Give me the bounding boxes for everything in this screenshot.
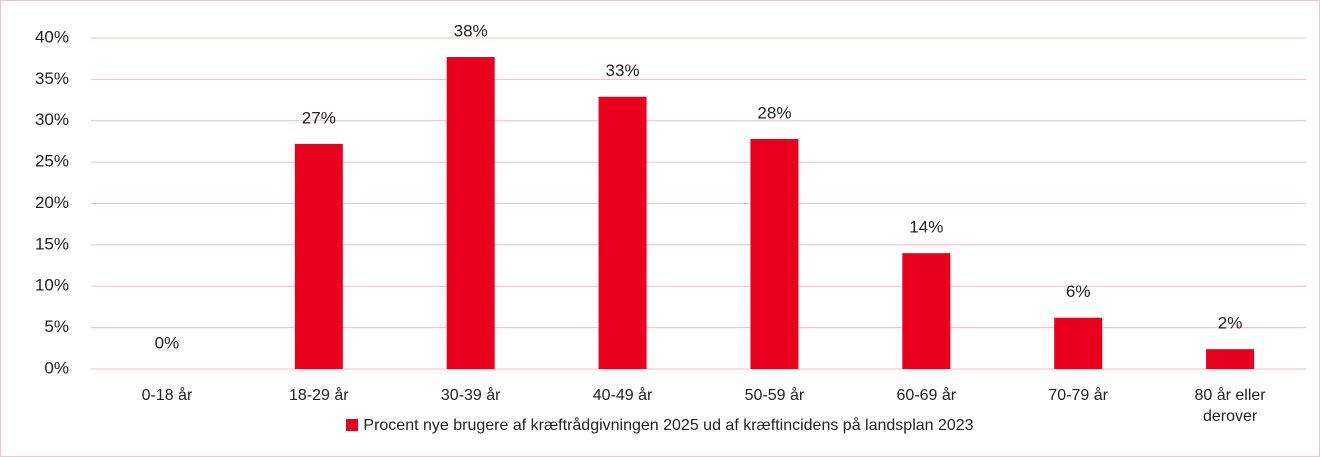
x-tick-label: 40-49 år (592, 387, 653, 404)
legend: Procent nye brugere af kræftrådgivningen… (1, 417, 1319, 435)
bar (1054, 317, 1103, 369)
y-tick-label: 10% (35, 276, 69, 295)
data-label: 14% (909, 218, 943, 237)
y-tick-label: 25% (35, 152, 69, 171)
bar (294, 143, 343, 369)
y-tick-label: 35% (35, 69, 69, 88)
bar (1206, 349, 1255, 369)
y-tick-label: 0% (44, 358, 69, 377)
data-label: 0% (155, 333, 180, 352)
x-tick-label: 0-18 år (141, 387, 193, 404)
data-label: 38% (454, 22, 488, 41)
x-tick-label: 18-29 år (289, 387, 349, 404)
data-label: 33% (606, 61, 640, 80)
data-label: 27% (302, 108, 336, 127)
x-tick-label: 60-69 år (896, 387, 957, 404)
legend-swatch (346, 419, 359, 431)
y-tick-label: 30% (35, 110, 69, 129)
x-tick-label: 50-59 år (744, 387, 805, 404)
bar (750, 138, 799, 369)
x-tick-label: 30-39 år (440, 387, 501, 404)
bar (902, 253, 951, 369)
data-label: 2% (1218, 314, 1243, 333)
y-tick-label: 5% (44, 317, 69, 336)
y-tick-label: 40% (35, 27, 69, 46)
data-label: 28% (757, 103, 791, 122)
bar (446, 57, 495, 369)
data-label: 6% (1066, 282, 1091, 301)
bar (598, 96, 647, 369)
y-tick-label: 15% (35, 234, 69, 253)
x-tick-label: 70-79 år (1048, 387, 1108, 404)
legend-label: Procent nye brugere af kræftrådgivningen… (363, 417, 974, 434)
x-tick-label: 80 år eller derover (1194, 387, 1266, 425)
y-tick-label: 20% (35, 193, 69, 212)
